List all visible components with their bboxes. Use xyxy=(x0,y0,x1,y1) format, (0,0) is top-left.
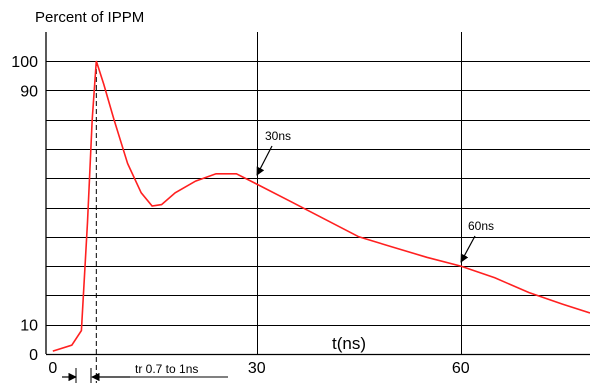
y-tick-labels: 0 10 90 100 xyxy=(11,54,38,364)
annotation-60ns-label: 60ns xyxy=(468,219,494,233)
vertical-gridlines xyxy=(257,32,462,354)
chart-title: Percent of IPPM xyxy=(35,9,144,26)
annotation-60ns: 60ns xyxy=(460,219,494,263)
annotation-30ns-label: 30ns xyxy=(265,129,291,143)
x-tick-label: 60 xyxy=(452,360,470,377)
x-tick-label: 0 xyxy=(48,360,57,377)
x-axis-label: t(ns) xyxy=(332,334,366,353)
y-tick-label: 0 xyxy=(29,347,38,364)
y-tick-label: 100 xyxy=(11,54,38,71)
horizontal-gridlines xyxy=(46,61,590,356)
series-line xyxy=(52,60,590,352)
rise-time-label: tr 0.7 to 1ns xyxy=(135,362,198,376)
x-tick-label: 30 xyxy=(248,360,266,377)
annotation-60ns-arrow xyxy=(460,235,476,263)
annotation-30ns: 30ns xyxy=(256,129,291,176)
annotation-30ns-arrow xyxy=(256,145,273,176)
rise-time-indicator: tr 0.7 to 1ns xyxy=(62,362,228,383)
x-tick-labels: 0 30 60 xyxy=(48,360,469,377)
y-tick-label: 90 xyxy=(20,83,38,100)
y-tick-label: 10 xyxy=(20,318,38,335)
